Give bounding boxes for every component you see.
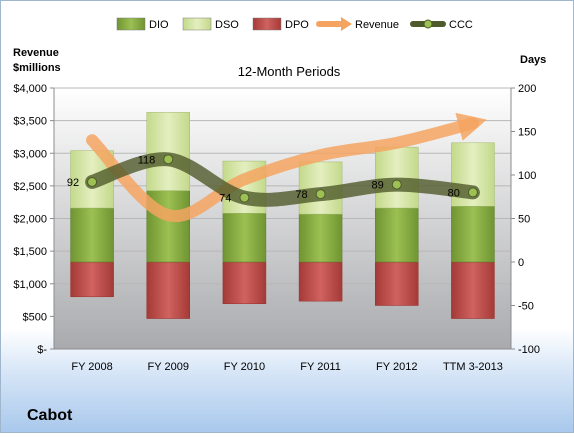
company-name: Cabot — [27, 407, 73, 424]
legend-marker-ccc — [423, 19, 433, 29]
dpo-bar — [375, 261, 419, 306]
left-axis-title-line1: Revenue — [13, 47, 59, 59]
lines — [85, 112, 487, 223]
left-tick-label: $2,500 — [13, 181, 47, 193]
left-tick-label: $1,000 — [13, 279, 47, 291]
dio-bar — [451, 206, 495, 263]
right-tick-label: 0 — [518, 257, 524, 269]
right-tick-label: 100 — [518, 170, 536, 182]
legend-label-ccc: CCC — [449, 19, 473, 31]
ccc-data-label: 118 — [138, 154, 156, 166]
left-tick-label: $3,500 — [13, 116, 47, 128]
legend-swatch-dso — [182, 17, 212, 31]
x-tick-label: FY 2011 — [300, 361, 341, 373]
ccc-data-label: 74 — [219, 193, 231, 205]
x-tick-label: FY 2010 — [224, 361, 265, 373]
x-tick-label: FY 2012 — [376, 361, 417, 373]
data-labels: 92 118 74 78 89 80 — [67, 154, 460, 204]
right-tick-label: -50 — [518, 301, 534, 313]
right-tick-label: 150 — [518, 127, 536, 139]
legend-arrowhead-revenue — [341, 17, 352, 31]
x-tick-label: FY 2009 — [148, 361, 189, 373]
ccc-point — [87, 176, 98, 187]
dio-bar — [222, 213, 267, 263]
dio-bar — [298, 213, 343, 263]
ccc-point — [467, 187, 478, 198]
axes: $- $500 $1,000 $1,500 $2,000 $2,500 $3,000 $3,5… — [13, 83, 540, 373]
right-tick-label: 200 — [518, 83, 536, 95]
left-tick-label: $4,000 — [13, 83, 47, 95]
dso-bar — [146, 112, 190, 191]
left-tick-label: $2,000 — [13, 214, 47, 226]
legend-swatch-dio — [116, 17, 146, 31]
x-tick-label: TTM 3-2013 — [443, 361, 503, 373]
legend-label-dio: DIO — [149, 19, 169, 31]
left-axis-title-line2: $millions — [13, 62, 61, 74]
dpo-bar — [298, 261, 343, 302]
dpo-bar — [451, 261, 495, 319]
chart-title: 12-Month Periods — [238, 64, 341, 79]
right-axis-title: Days — [520, 54, 546, 66]
ccc-point — [315, 189, 326, 200]
right-tick-label: -100 — [518, 344, 540, 356]
right-tick-label: 50 — [518, 214, 530, 226]
ccc-point — [239, 192, 250, 203]
left-tick-label: $- — [37, 344, 47, 356]
ccc-data-label: 78 — [295, 189, 307, 201]
legend-swatch-dpo — [252, 17, 282, 31]
left-tick-label: $500 — [23, 311, 47, 323]
ccc-data-label: 80 — [448, 187, 460, 199]
legend-label-revenue: Revenue — [355, 19, 399, 31]
dio-bar — [70, 207, 114, 263]
dso-bar — [375, 146, 419, 209]
legend-label-dso: DSO — [215, 19, 239, 31]
left-tick-label: $3,000 — [13, 148, 47, 160]
dpo-bar — [222, 261, 267, 305]
dpo-bar — [146, 261, 190, 319]
x-tick-label: FY 2008 — [71, 361, 112, 373]
revenue-line — [86, 112, 487, 223]
ccc-point — [391, 179, 402, 190]
dpo-bar — [70, 261, 114, 298]
ccc-point — [163, 154, 174, 165]
legend: DIO DSO DPO Revenue CCC — [116, 17, 473, 31]
dio-bar — [375, 207, 419, 263]
legend-label-dpo: DPO — [285, 19, 309, 31]
ccc-data-label: 89 — [372, 180, 384, 192]
left-tick-label: $1,500 — [13, 246, 47, 258]
ccc-data-label: 92 — [67, 177, 79, 189]
